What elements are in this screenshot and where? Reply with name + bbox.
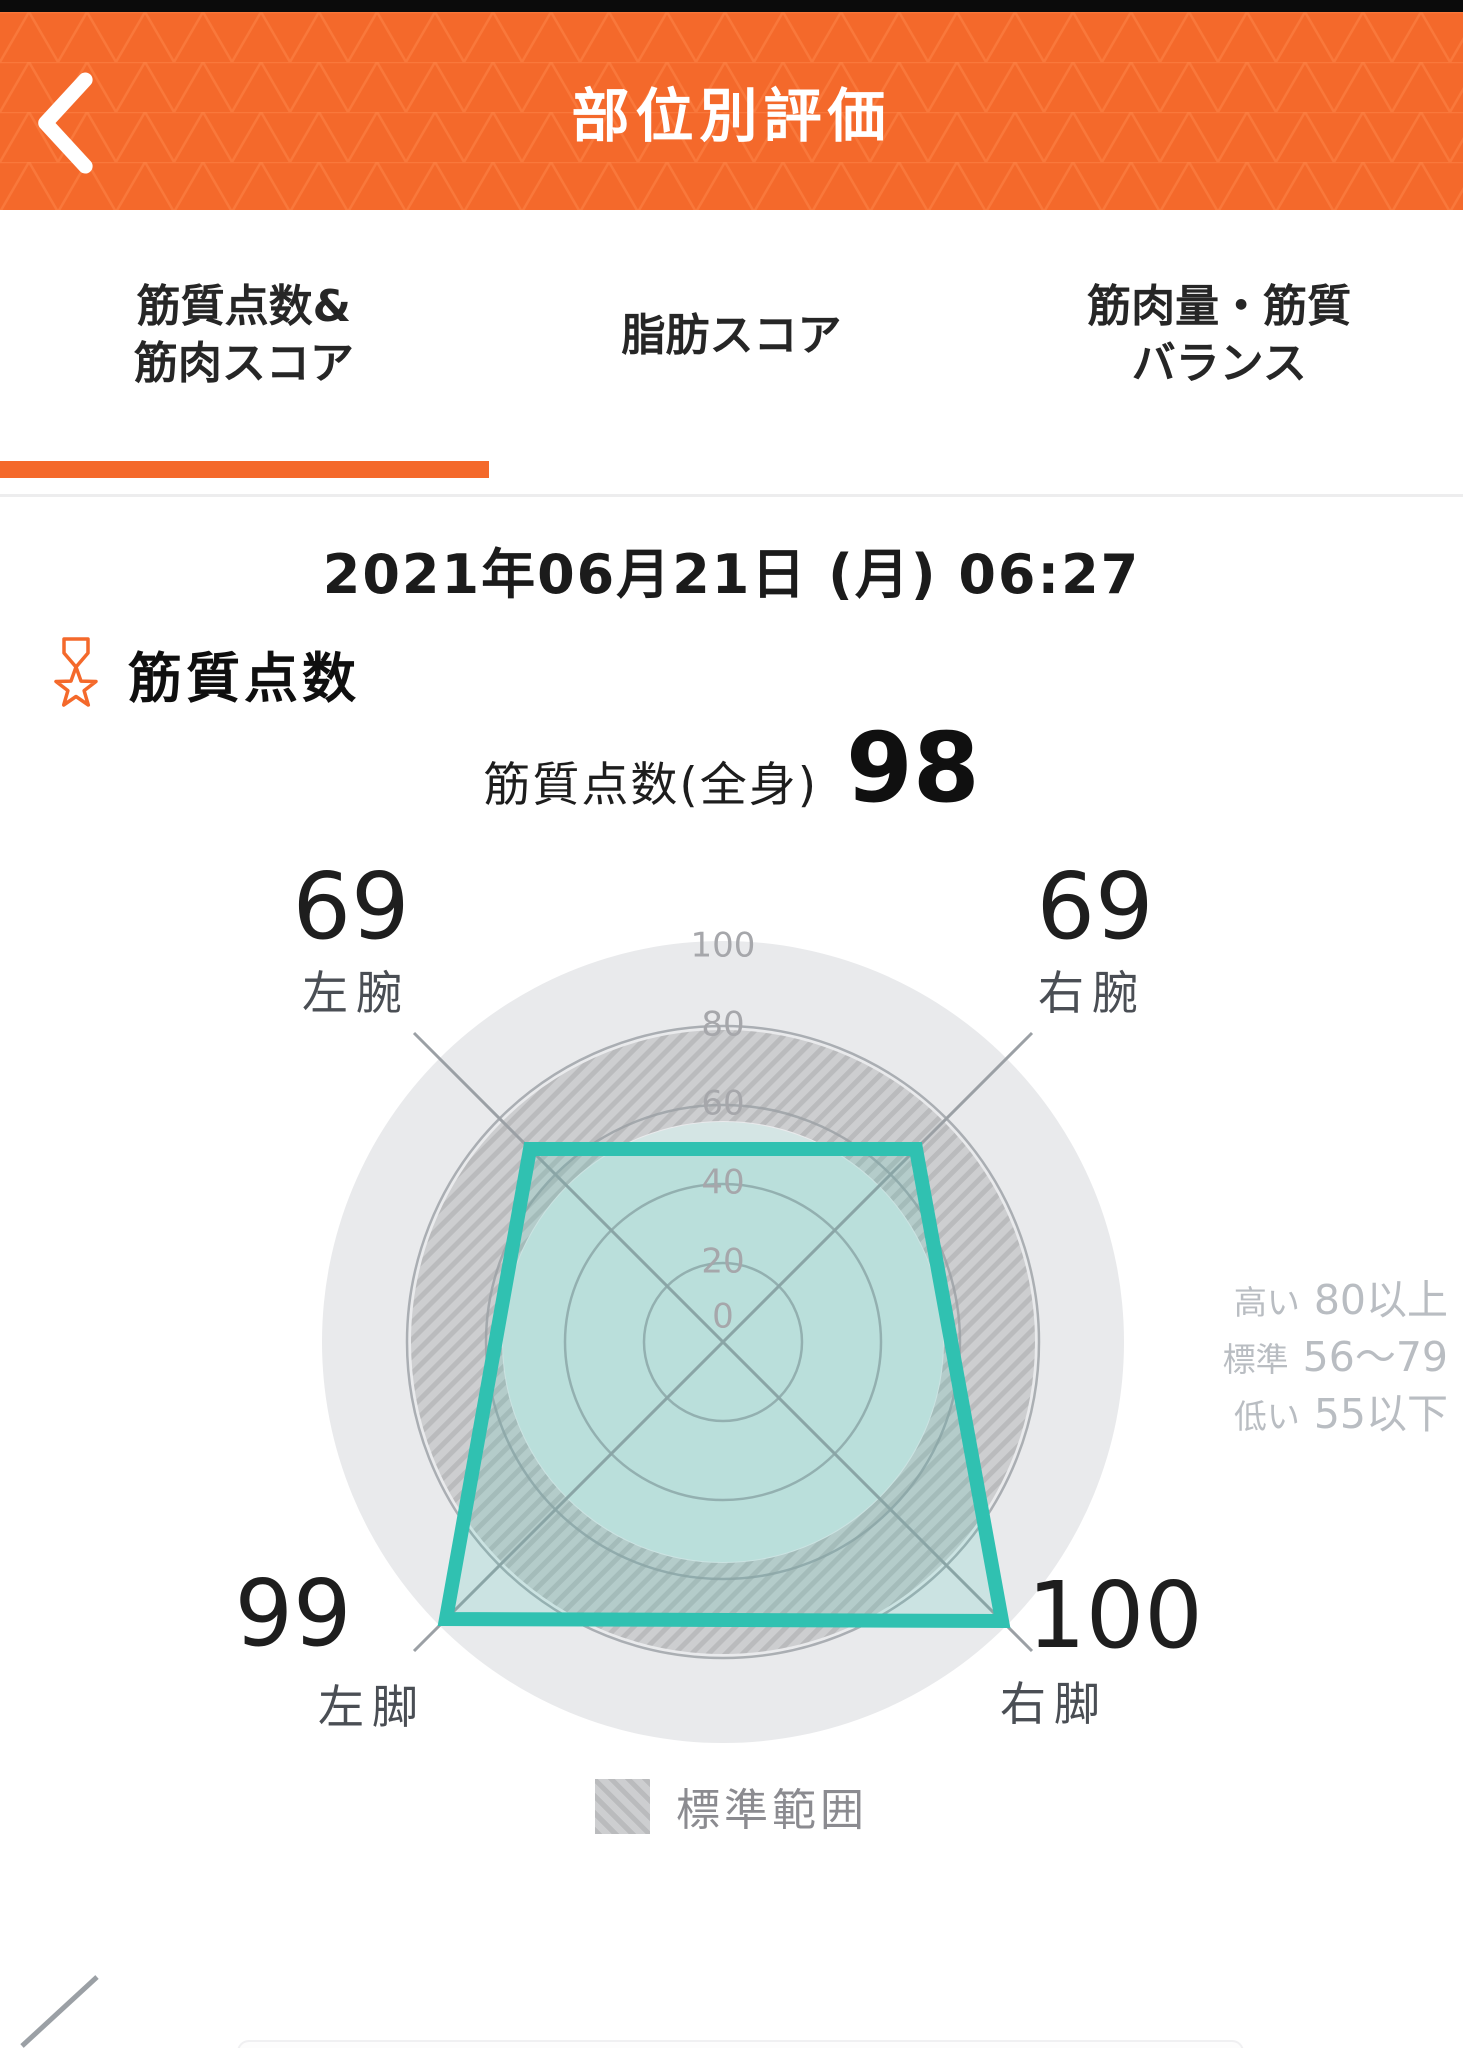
tab-label-line: 筋肉量・筋質: [1087, 281, 1352, 332]
zone-name: 標準: [1222, 1340, 1289, 1379]
zone-row-low: 低い 55以下: [1223, 1386, 1448, 1443]
total-score-value: 98: [846, 712, 980, 824]
measurement-datetime: 2021年06月21日 (月) 06:27: [322, 543, 1141, 606]
chevron-left-icon: [38, 72, 93, 174]
tab-label-line: 脂肪スコア: [621, 309, 842, 361]
right-leg-label: 右脚: [1000, 1677, 1108, 1731]
tab-muscle-quality-score[interactable]: 筋質点数& 筋肉スコア: [0, 210, 488, 460]
tick-80: 80: [701, 1005, 744, 1045]
right-arm-label: 右腕: [1038, 966, 1146, 1020]
app-header: 部位別評価: [0, 12, 1463, 210]
radar-corner-labels: 69 左腕 69 右腕 99 左脚 100 右脚: [234, 853, 1202, 1734]
tab-label-line: 筋肉スコア: [133, 338, 354, 389]
total-score-label: 筋質点数(全身): [483, 758, 819, 813]
tab-bar: 筋質点数& 筋肉スコア 脂肪スコア 筋肉量・筋質 バランス: [0, 210, 1463, 460]
zone-range: 56〜79: [1302, 1333, 1448, 1381]
next-card-top-edge: [237, 2040, 1244, 2048]
zone-name: 低い: [1233, 1397, 1300, 1436]
tab-muscle-balance[interactable]: 筋肉量・筋質 バランス: [975, 210, 1463, 460]
radar-data-polygon: [437, 1142, 1011, 1629]
tick-0: 0: [712, 1297, 734, 1337]
next-chart-axis-stub: [20, 1975, 99, 2048]
standard-range-label: 標準範囲: [676, 1785, 868, 1836]
zone-range: 80以上: [1313, 1276, 1448, 1324]
radar-standard-range-band: [411, 1030, 1035, 1654]
zone-legend: 高い 80以上 標準 56〜79 低い 55以下: [1223, 1272, 1448, 1443]
zone-row-high: 高い 80以上: [1223, 1272, 1448, 1329]
left-arm-value: 69: [292, 853, 409, 960]
standard-range-legend: 標準範囲: [0, 1774, 1463, 1838]
medal-icon: [54, 636, 98, 707]
active-tab-indicator: [0, 461, 489, 478]
header-triangle-pattern: [0, 12, 1463, 210]
zone-range: 55以下: [1313, 1390, 1448, 1438]
right-leg-value: 100: [1027, 1562, 1203, 1669]
section-title: 筋質点数: [128, 647, 360, 710]
tick-100: 100: [691, 926, 756, 966]
tab-label-line: バランス: [1131, 338, 1307, 389]
tabs-divider: [0, 494, 1463, 497]
page-title: 部位別評価: [571, 82, 892, 150]
tab-label-line: 筋質点数&: [136, 281, 352, 332]
zone-row-standard: 標準 56〜79: [1223, 1329, 1448, 1386]
tick-40: 40: [701, 1163, 744, 1203]
radar-axes: [412, 1031, 1034, 1653]
tab-fat-score[interactable]: 脂肪スコア: [488, 210, 976, 460]
total-score-row: 筋質点数(全身) 98: [0, 712, 1463, 824]
left-arm-label: 左腕: [302, 966, 410, 1020]
status-bar: [0, 0, 1463, 12]
radar-scale-labels: 100 80 60 40 20 0: [691, 926, 756, 1337]
back-button[interactable]: [24, 64, 112, 182]
hatch-swatch-icon: [595, 1778, 650, 1834]
radar-grid-rings: [405, 1024, 1041, 1660]
right-arm-value: 69: [1036, 853, 1153, 960]
zone-name: 高い: [1233, 1283, 1300, 1322]
section-header: 筋質点数: [52, 634, 360, 713]
tick-20: 20: [701, 1242, 744, 1282]
left-leg-label: 左脚: [318, 1680, 426, 1734]
tick-60: 60: [701, 1084, 744, 1124]
left-leg-value: 99: [234, 1560, 351, 1667]
